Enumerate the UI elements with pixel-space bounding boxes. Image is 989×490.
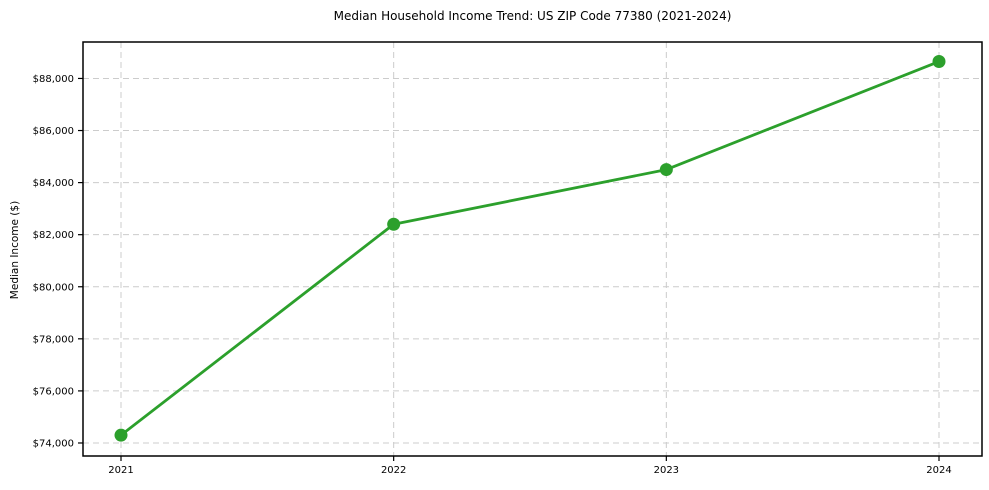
x-tick-label: 2022 bbox=[381, 465, 406, 476]
y-tick-label: $86,000 bbox=[33, 126, 74, 137]
x-tick-label: 2021 bbox=[108, 465, 133, 476]
data-point-2023 bbox=[659, 163, 673, 177]
axes-spines bbox=[82, 41, 983, 457]
trend-line bbox=[119, 60, 941, 437]
y-tick-label: $84,000 bbox=[33, 178, 74, 189]
y-tick-label: $74,000 bbox=[33, 438, 74, 449]
data-point-2021 bbox=[114, 428, 128, 442]
y-tick-label: $76,000 bbox=[33, 386, 74, 397]
data-point-2022 bbox=[387, 217, 401, 231]
data-point-2024 bbox=[932, 55, 946, 69]
y-tick-label: $78,000 bbox=[33, 334, 74, 345]
chart-title: Median Household Income Trend: US ZIP Co… bbox=[333, 9, 732, 23]
x-tick-label: 2023 bbox=[654, 465, 679, 476]
x-tick-label: 2024 bbox=[926, 465, 951, 476]
y-tick-label: $88,000 bbox=[33, 74, 74, 85]
y-tick-label: $80,000 bbox=[33, 282, 74, 293]
y-tick-label: $82,000 bbox=[33, 230, 74, 241]
